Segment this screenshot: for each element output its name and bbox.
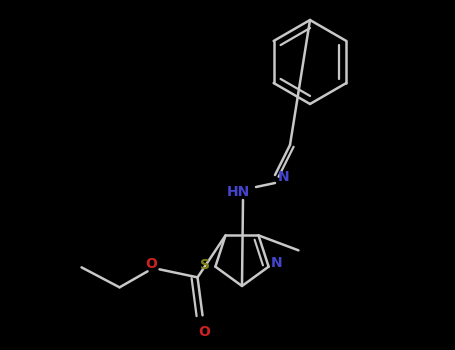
Text: N: N — [278, 170, 290, 184]
Text: O: O — [146, 257, 157, 271]
Text: N: N — [271, 256, 283, 270]
Text: S: S — [200, 258, 210, 272]
Text: O: O — [198, 326, 211, 340]
Text: HN: HN — [227, 185, 250, 199]
